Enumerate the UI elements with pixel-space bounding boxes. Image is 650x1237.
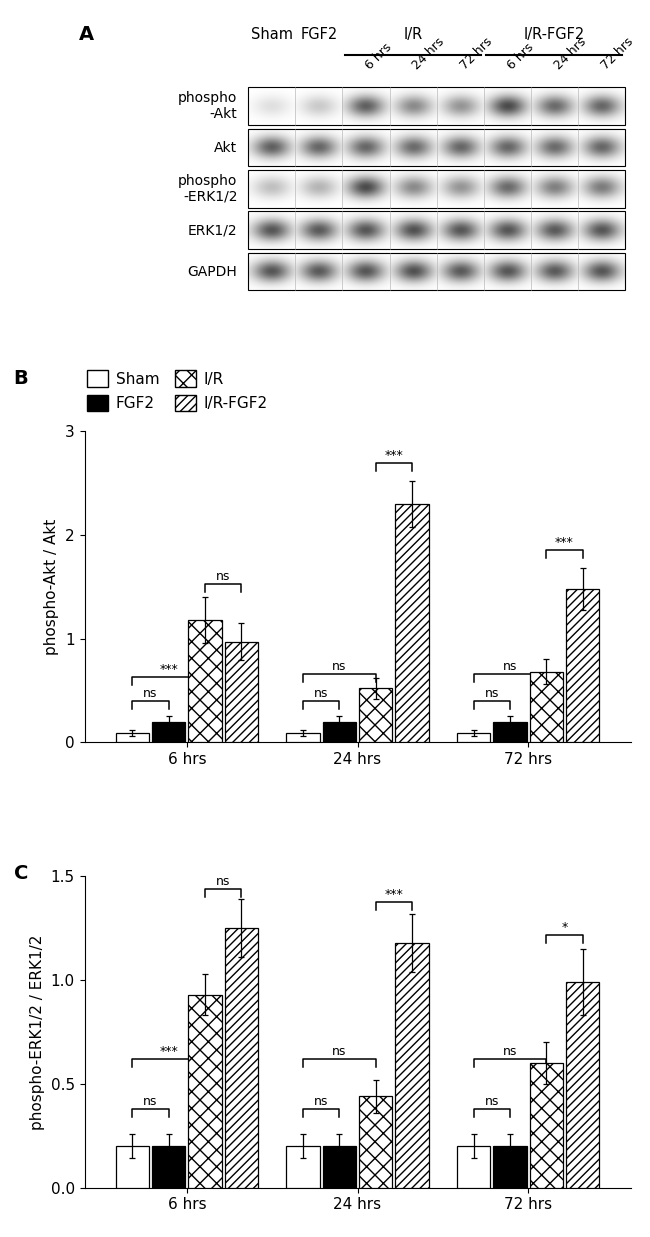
Bar [248, 252, 625, 291]
Text: 24 hrs: 24 hrs [552, 35, 589, 72]
Bar [395, 503, 429, 742]
Bar [248, 88, 625, 125]
Text: I/R-FGF2: I/R-FGF2 [524, 27, 585, 42]
Text: 24 hrs: 24 hrs [410, 35, 447, 72]
Text: ns: ns [216, 876, 231, 888]
Bar [225, 928, 258, 1188]
Text: ns: ns [332, 661, 346, 673]
Bar [286, 1145, 320, 1188]
Text: ns: ns [314, 1095, 328, 1108]
Bar [493, 721, 526, 742]
Text: FGF2: FGF2 [300, 27, 337, 42]
Text: I/R: I/R [404, 27, 422, 42]
Text: A: A [79, 25, 94, 43]
Bar [530, 1063, 563, 1188]
Text: 6 hrs: 6 hrs [363, 41, 395, 72]
Text: ns: ns [332, 1045, 346, 1059]
Text: 72 hrs: 72 hrs [599, 35, 636, 72]
Bar [188, 995, 222, 1188]
Bar [395, 943, 429, 1188]
Text: B: B [14, 369, 28, 388]
Text: *: * [562, 920, 567, 934]
Text: ns: ns [484, 1095, 499, 1108]
Bar [493, 1145, 526, 1188]
Bar [248, 252, 625, 291]
Bar [152, 1145, 185, 1188]
Legend: Sham, FGF2, I/R, I/R-FGF2: Sham, FGF2, I/R, I/R-FGF2 [86, 370, 268, 411]
Bar [248, 129, 625, 166]
Bar [248, 129, 625, 166]
Bar [248, 88, 625, 125]
Bar [188, 620, 222, 742]
Bar [116, 732, 149, 742]
Text: C: C [14, 863, 28, 883]
Text: ns: ns [216, 570, 231, 583]
Bar [152, 721, 185, 742]
Text: ***: *** [385, 888, 403, 901]
Bar [248, 212, 625, 249]
Text: ***: *** [555, 536, 574, 549]
Bar [225, 642, 258, 742]
Y-axis label: phospho-ERK1/2 / ERK1/2: phospho-ERK1/2 / ERK1/2 [30, 934, 45, 1129]
Text: ns: ns [502, 661, 517, 673]
Bar [116, 1145, 149, 1188]
Text: Sham: Sham [251, 27, 293, 42]
Text: ns: ns [502, 1045, 517, 1059]
Bar [359, 1096, 393, 1188]
Text: Akt: Akt [214, 141, 237, 155]
Bar [566, 589, 599, 742]
Text: ***: *** [159, 1045, 178, 1059]
Text: ns: ns [484, 687, 499, 700]
Text: ns: ns [314, 687, 328, 700]
Bar [457, 732, 490, 742]
Bar [322, 721, 356, 742]
Bar [248, 171, 625, 208]
Text: ns: ns [143, 1095, 158, 1108]
Text: 72 hrs: 72 hrs [458, 35, 495, 72]
Text: ***: *** [385, 449, 403, 461]
Bar [457, 1145, 490, 1188]
Bar [566, 982, 599, 1188]
Text: 6 hrs: 6 hrs [504, 41, 536, 72]
Y-axis label: phospho-Akt / Akt: phospho-Akt / Akt [44, 518, 59, 654]
Text: phospho
-ERK1/2: phospho -ERK1/2 [178, 173, 237, 204]
Text: ERK1/2: ERK1/2 [188, 223, 237, 238]
Text: GAPDH: GAPDH [188, 265, 237, 278]
Bar [322, 1145, 356, 1188]
Text: ***: *** [159, 663, 178, 677]
Bar [359, 688, 393, 742]
Bar [530, 672, 563, 742]
Bar [248, 212, 625, 249]
Bar [286, 732, 320, 742]
Text: phospho
-Akt: phospho -Akt [178, 92, 237, 121]
Text: ns: ns [143, 687, 158, 700]
Bar [248, 171, 625, 208]
